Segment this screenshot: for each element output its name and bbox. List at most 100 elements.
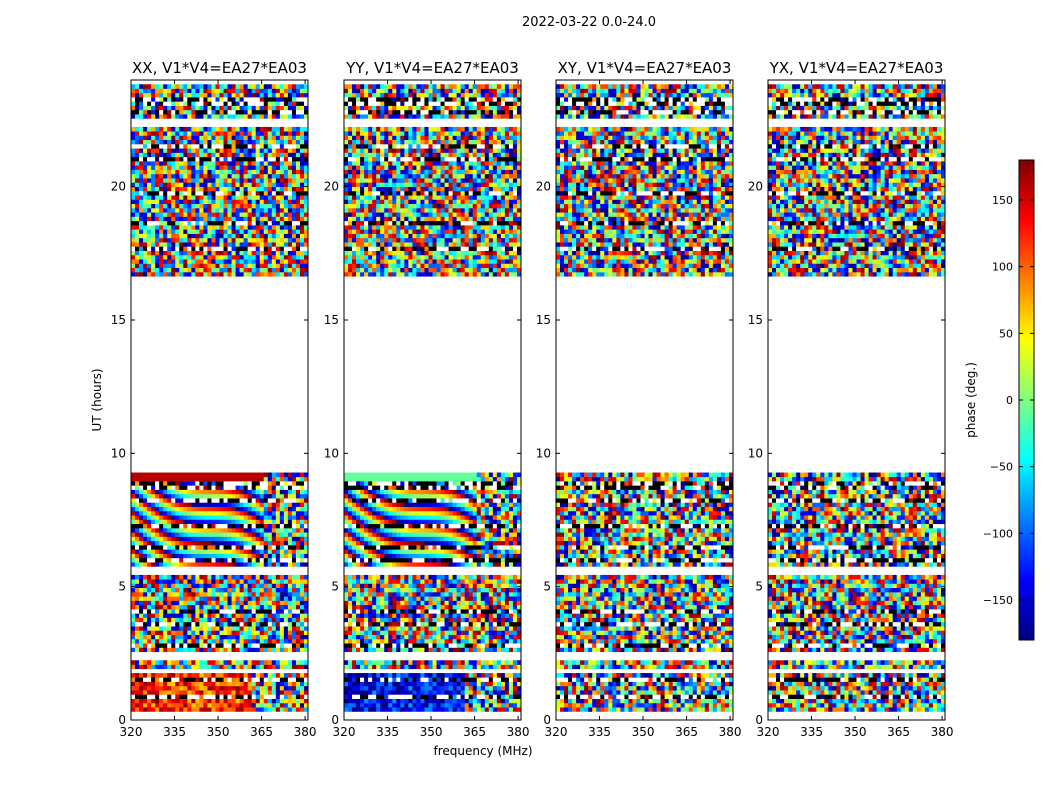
- heatmap-cell: [243, 272, 248, 277]
- heatmap-cell: [456, 643, 461, 648]
- heatmap-cell: [211, 161, 216, 166]
- heatmap-cell: [428, 621, 433, 627]
- heatmap-cell: [271, 579, 277, 584]
- heatmap-cell: [348, 690, 353, 695]
- heatmap-cell: [356, 617, 361, 623]
- heatmap-cell: [195, 613, 200, 618]
- heatmap-cell: [303, 254, 309, 260]
- heatmap-cell: [155, 186, 160, 192]
- heatmap-cell: [167, 532, 172, 537]
- heatmap-cell: [215, 609, 220, 614]
- heatmap-cell: [227, 621, 232, 627]
- heatmap-cell: [259, 617, 265, 623]
- heatmap-cell: [376, 664, 381, 670]
- heatmap-cell: [155, 161, 160, 166]
- heatmap-cell: [227, 178, 232, 183]
- heatmap-cell: [147, 489, 152, 495]
- heatmap-cell: [267, 267, 273, 273]
- heatmap-cell: [279, 178, 285, 183]
- heatmap-cell: [203, 660, 208, 665]
- heatmap-cell: [199, 88, 204, 94]
- heatmap-cell: [155, 510, 160, 516]
- heatmap-cell: [207, 267, 212, 273]
- heatmap-cell: [263, 489, 269, 495]
- heatmap-cell: [239, 673, 244, 678]
- heatmap-cell: [239, 105, 244, 111]
- heatmap-cell: [203, 609, 208, 614]
- heatmap-cell: [243, 493, 248, 499]
- heatmap-cell: [183, 643, 188, 648]
- heatmap-cell: [231, 161, 236, 166]
- heatmap-cell: [203, 694, 208, 699]
- heatmap-cell: [263, 519, 269, 525]
- heatmap-cell: [263, 84, 269, 89]
- heatmap-cell: [163, 638, 168, 644]
- heatmap-cell: [159, 604, 164, 610]
- heatmap-cell: [243, 225, 248, 230]
- heatmap-cell: [163, 156, 168, 162]
- heatmap-cell: [303, 690, 309, 695]
- heatmap-cell: [183, 523, 188, 529]
- heatmap-cell: [259, 630, 265, 635]
- heatmap-cell: [344, 660, 349, 665]
- heatmap-cell: [183, 195, 188, 200]
- heatmap-cell: [275, 216, 281, 222]
- heatmap-cell: [283, 681, 289, 687]
- heatmap-cell: [131, 212, 136, 217]
- heatmap-cell: [428, 626, 433, 631]
- heatmap-cell: [287, 489, 293, 495]
- heatmap-cell: [283, 131, 289, 136]
- heatmap-cell: [175, 481, 180, 486]
- heatmap-cell: [183, 493, 188, 499]
- heatmap-cell: [175, 617, 180, 623]
- heatmap-cell: [159, 621, 164, 627]
- heatmap-cell: [275, 690, 281, 695]
- heatmap-cell: [271, 673, 277, 678]
- heatmap-cell: [484, 626, 490, 631]
- heatmap-cell: [275, 626, 281, 631]
- heatmap-cell: [159, 528, 164, 533]
- heatmap-cell: [271, 549, 277, 554]
- heatmap-cell: [368, 685, 373, 691]
- heatmap-cell: [231, 267, 236, 273]
- heatmap-cell: [516, 690, 522, 695]
- heatmap-cell: [279, 510, 285, 516]
- heatmap-cell: [271, 139, 277, 145]
- heatmap-cell: [147, 523, 152, 529]
- heatmap-cell: [456, 647, 461, 653]
- heatmap-cell: [255, 557, 261, 563]
- heatmap-cell: [207, 105, 212, 111]
- heatmap-cell: [372, 660, 377, 665]
- heatmap-cell: [171, 216, 176, 222]
- heatmap-cell: [143, 263, 148, 269]
- heatmap-cell: [251, 493, 256, 499]
- heatmap-cell: [420, 694, 425, 699]
- heatmap-cell: [219, 131, 224, 136]
- heatmap-cell: [143, 199, 148, 205]
- heatmap-cell: [352, 698, 357, 704]
- heatmap-cell: [283, 694, 289, 699]
- heatmap-cell: [171, 109, 176, 115]
- heatmap-cell: [223, 139, 228, 145]
- heatmap-cell: [420, 673, 425, 678]
- heatmap-cell: [219, 643, 224, 648]
- heatmap-cell: [295, 596, 301, 601]
- heatmap-cell: [259, 139, 265, 145]
- heatmap-cell: [183, 698, 188, 704]
- heatmap-cell: [295, 263, 301, 269]
- heatmap-cell: [199, 144, 204, 149]
- heatmap-cell: [151, 592, 156, 597]
- heatmap-cell: [291, 493, 297, 499]
- heatmap-cell: [299, 694, 305, 699]
- heatmap-cell: [436, 681, 441, 687]
- heatmap-cell: [167, 600, 172, 606]
- heatmap-cell: [291, 225, 297, 230]
- heatmap-cell: [195, 587, 200, 593]
- heatmap-cell: [295, 195, 301, 200]
- heatmap-cell: [199, 707, 204, 712]
- heatmap-cell: [259, 685, 265, 691]
- heatmap-cell: [299, 510, 305, 516]
- heatmap-cell: [263, 557, 269, 563]
- heatmap-cell: [239, 246, 244, 251]
- heatmap-cell: [448, 664, 453, 670]
